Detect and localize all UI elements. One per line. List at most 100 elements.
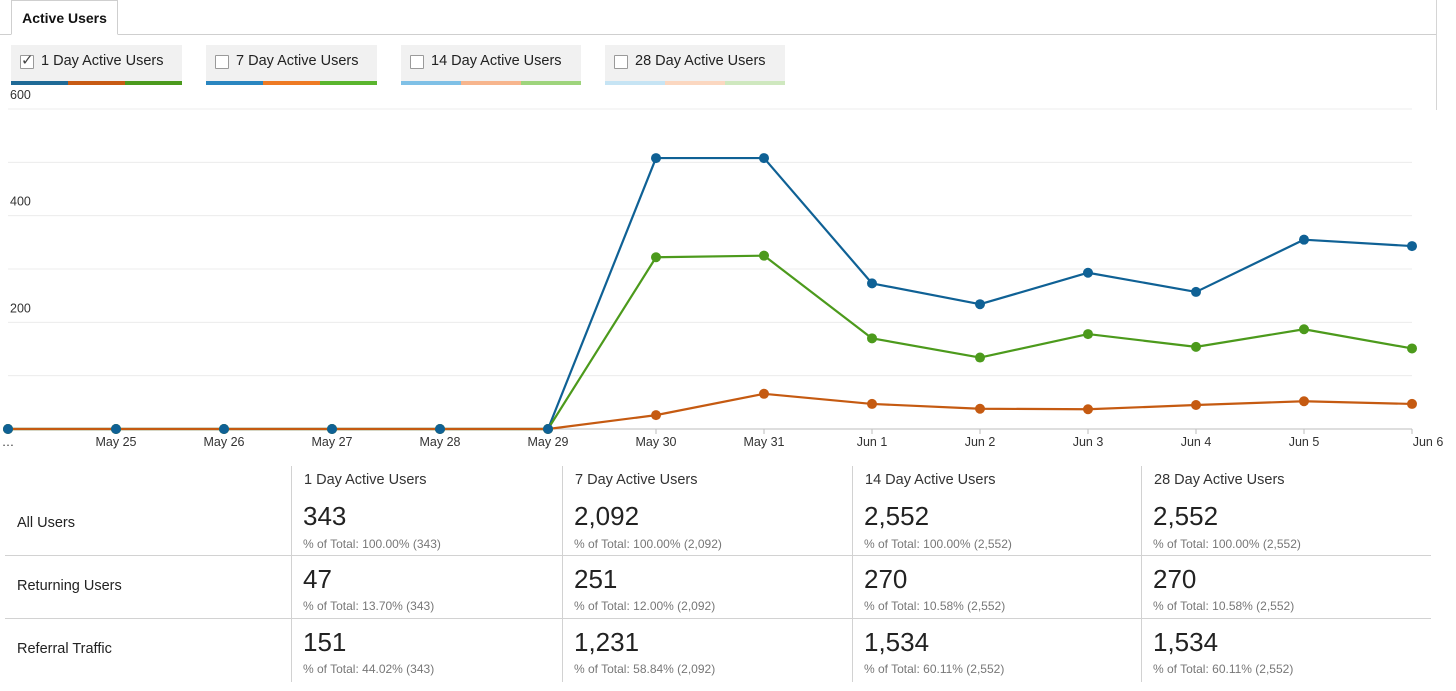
metric-percent: % of Total: 60.11% (2,552) — [864, 662, 1005, 676]
data-point — [1191, 286, 1201, 297]
metric-value: 2,552 — [1153, 501, 1219, 531]
toggle-28-day-active-users[interactable]: 28 Day Active Users — [605, 45, 785, 85]
tab-active-users[interactable]: Active Users — [11, 0, 118, 35]
x-tick-label: May 29 — [528, 435, 569, 449]
data-point — [975, 403, 985, 414]
series-color-bar — [11, 81, 182, 85]
column-header: 28 Day Active Users — [1154, 472, 1285, 488]
metric-value: 2,092 — [574, 501, 640, 531]
data-point — [1407, 241, 1417, 252]
toggle-label: 14 Day Active Users — [431, 53, 562, 69]
metric-value: 251 — [574, 564, 618, 594]
x-tick-label: May 28 — [420, 435, 461, 449]
data-point — [975, 299, 985, 310]
column-14-day: 14 Day Active Users — [852, 466, 1141, 682]
column-header: 1 Day Active Users — [304, 472, 427, 488]
data-point — [1299, 324, 1309, 335]
metric-percent: % of Total: 60.11% (2,552) — [1153, 662, 1294, 676]
data-point — [327, 424, 337, 434]
y-tick-label: 400 — [10, 195, 31, 209]
metric-percent: % of Total: 10.58% (2,552) — [1153, 599, 1295, 613]
data-point — [219, 424, 229, 434]
metric-value: 2,552 — [864, 501, 930, 531]
data-point — [651, 153, 661, 164]
series-color-bar — [401, 81, 581, 85]
table-row: All Users 343 % of Total: 100.00% (343) … — [5, 491, 1431, 556]
metric-percent: % of Total: 10.58% (2,552) — [864, 599, 1006, 613]
data-point — [543, 424, 553, 434]
data-point — [759, 153, 769, 164]
data-point — [3, 424, 13, 434]
series-color-bar — [605, 81, 785, 85]
column-28-day: 28 Day Active Users — [1141, 466, 1431, 682]
data-point — [867, 333, 877, 344]
y-tick-label: 200 — [10, 301, 31, 315]
tab-bar: Active Users — [0, 0, 1436, 35]
data-point — [975, 352, 985, 363]
metric-value: 343 — [303, 501, 347, 531]
row-label: All Users — [17, 515, 76, 531]
data-point — [867, 398, 877, 409]
x-tick-label: May 25 — [96, 435, 137, 449]
metric-percent: % of Total: 13.70% (343) — [303, 599, 435, 613]
table-row: Referral Traffic 151 % of Total: 44.02% … — [5, 619, 1431, 682]
x-tick-label: May 26 — [204, 435, 245, 449]
metric-value: 1,534 — [1153, 627, 1219, 657]
series-line — [8, 254, 1413, 431]
y-tick-label: 600 — [10, 88, 31, 102]
metric-value: 270 — [1153, 564, 1197, 594]
metric-percent: % of Total: 100.00% (2,092) — [574, 537, 722, 551]
data-point — [1083, 404, 1093, 415]
column-1-day: 1 Day Active Users — [291, 466, 562, 682]
toggle-label: 1 Day Active Users — [41, 53, 164, 69]
metric-value: 1,231 — [574, 627, 640, 657]
data-point — [1407, 343, 1417, 354]
data-point — [435, 424, 445, 434]
data-point — [1083, 267, 1093, 278]
toggle-7-day-active-users[interactable]: 7 Day Active Users — [206, 45, 377, 85]
metric-value: 151 — [303, 627, 347, 657]
x-tick-label: May 27 — [312, 435, 353, 449]
table-header-row: 1 Day Active Users 7 Day Active Users 14… — [5, 466, 1431, 682]
metric-percent: % of Total: 100.00% (2,552) — [864, 537, 1012, 551]
series-line — [8, 392, 1413, 431]
toggle-14-day-active-users[interactable]: 14 Day Active Users — [401, 45, 581, 85]
checkbox-28-day[interactable] — [614, 55, 628, 69]
x-tick-label: May 31 — [744, 435, 785, 449]
metric-percent: % of Total: 44.02% (343) — [303, 662, 435, 676]
row-label: Referral Traffic — [17, 641, 112, 657]
data-point — [1299, 396, 1309, 407]
metric-percent: % of Total: 12.00% (2,092) — [574, 599, 716, 613]
toggle-label: 28 Day Active Users — [635, 53, 766, 69]
metric-percent: % of Total: 100.00% (343) — [303, 537, 441, 551]
data-point — [111, 424, 121, 434]
x-tick-label: Jun 6 — [1413, 435, 1444, 449]
checkbox-1-day[interactable]: ✓ — [20, 51, 34, 69]
checkbox-14-day[interactable] — [410, 55, 424, 69]
toggle-1-day-active-users[interactable]: ✓ 1 Day Active Users — [11, 45, 182, 85]
metric-value: 270 — [864, 564, 908, 594]
x-tick-label: Jun 5 — [1289, 435, 1320, 449]
data-point — [1407, 398, 1417, 409]
metric-value: 1,534 — [864, 627, 930, 657]
series-color-bar — [206, 81, 377, 85]
x-tick-label: Jun 3 — [1073, 435, 1104, 449]
series-line — [8, 156, 1413, 431]
checkmark-icon: ✓ — [21, 51, 34, 69]
data-point — [1191, 341, 1201, 352]
checkbox-7-day[interactable] — [215, 55, 229, 69]
column-header: 14 Day Active Users — [865, 472, 996, 488]
data-point — [759, 250, 769, 261]
column-7-day: 7 Day Active Users — [562, 466, 852, 682]
x-tick-label: Jun 1 — [857, 435, 888, 449]
metric-value: 47 — [303, 564, 332, 594]
data-point — [1083, 329, 1093, 340]
column-header: 7 Day Active Users — [575, 472, 698, 488]
data-point — [759, 388, 769, 399]
data-point — [867, 278, 877, 289]
metric-percent: % of Total: 100.00% (2,552) — [1153, 537, 1301, 551]
x-tick-label: … — [2, 435, 15, 449]
toggle-label: 7 Day Active Users — [236, 53, 359, 69]
line-chart: 600 400 200 … May 25 May 26 May 27 May 28 May 29… — [2, 88, 1444, 449]
data-point — [651, 410, 661, 421]
